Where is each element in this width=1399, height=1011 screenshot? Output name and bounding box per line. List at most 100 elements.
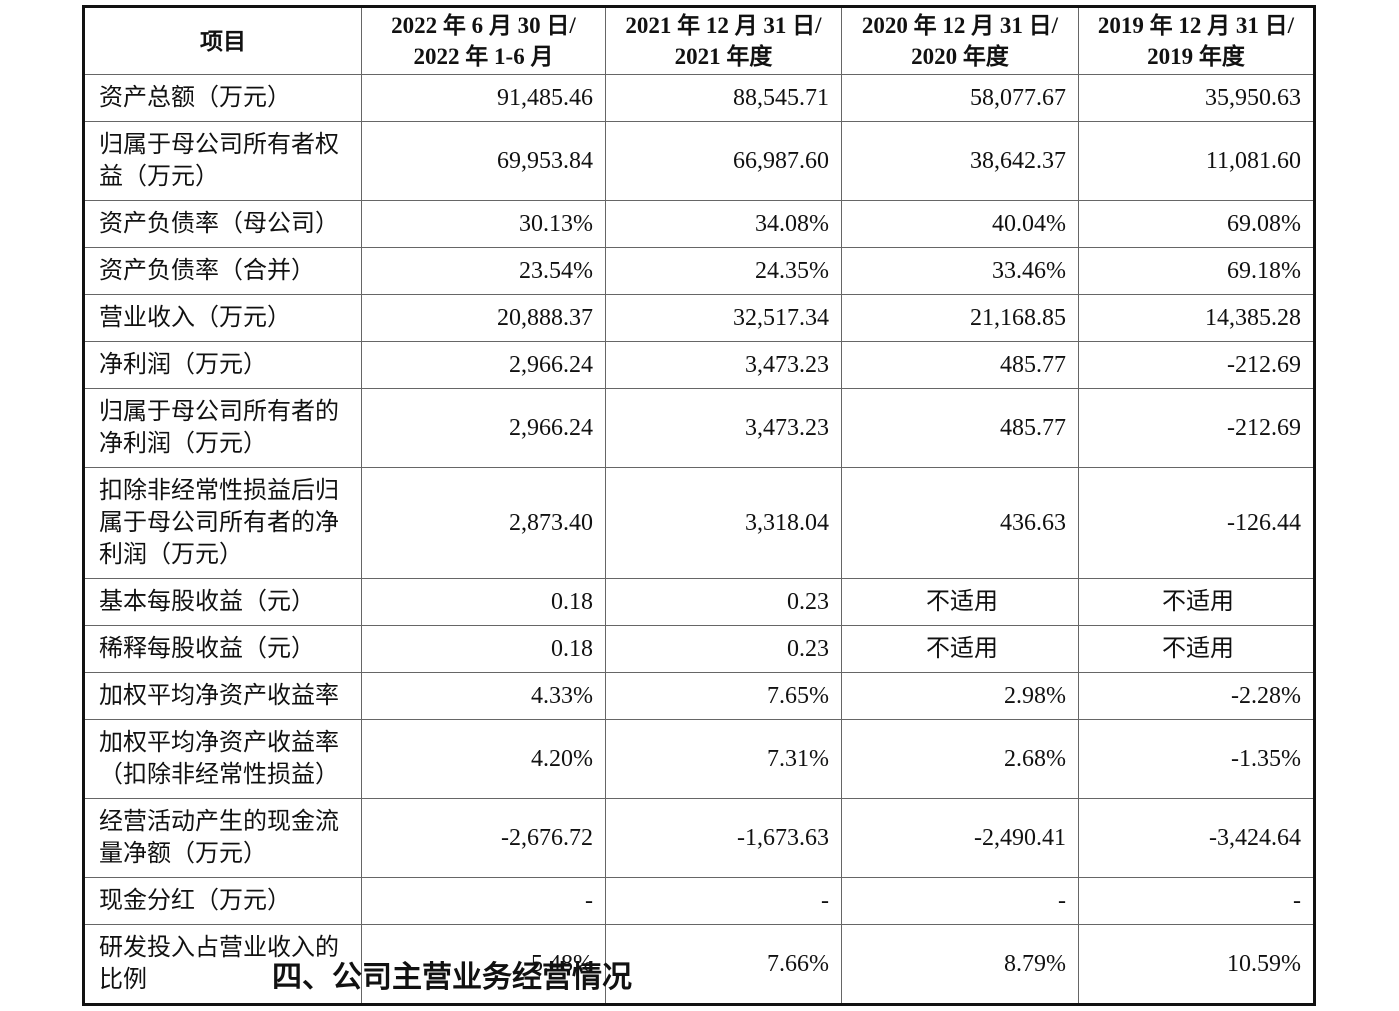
row-label: 资产负债率（合并） xyxy=(83,247,362,295)
row-label: 归属于母公司所有者的净利润（万元） xyxy=(83,388,362,468)
cell: - xyxy=(605,877,842,925)
header-row: 项目 2022 年 6 月 30 日/2022 年 1-6 月 2021 年 12 … xyxy=(83,6,1315,75)
cell: - xyxy=(361,877,606,925)
header-line: 2019 年 12 月 31 日/ xyxy=(1097,13,1295,38)
cell: 24.35% xyxy=(605,247,842,295)
header-cell: 2020 年 12 月 31 日/2020 年度 xyxy=(841,6,1079,75)
cell: -1.35% xyxy=(1078,719,1315,799)
cell: 不适用 xyxy=(1078,625,1315,673)
table-body: 资产总额（万元） 91,485.46 88,545.71 58,077.67 35,95… xyxy=(83,74,1315,1005)
cell: 20,888.37 xyxy=(361,294,606,342)
header-line: 2022 年 6 月 30 日/ xyxy=(391,13,576,38)
cell: 2,966.24 xyxy=(361,341,606,389)
header-line: 2019 年度 xyxy=(1147,44,1245,69)
header-cell: 项目 xyxy=(83,6,362,75)
cell: 2.98% xyxy=(841,672,1079,720)
table-row: 资产负债率（母公司） 30.13% 34.08% 40.04% 69.08% xyxy=(83,200,1315,248)
cell: 485.77 xyxy=(841,341,1079,389)
cell: 2,966.24 xyxy=(361,388,606,468)
cell: 8.79% xyxy=(841,924,1079,1005)
cell: 10.59% xyxy=(1078,924,1315,1005)
header-cell: 2021 年 12 月 31 日/2021 年度 xyxy=(605,6,842,75)
row-label: 加权平均净资产收益率（扣除非经常性损益） xyxy=(83,719,362,799)
cell: 91,485.46 xyxy=(361,74,606,122)
row-label: 现金分红（万元） xyxy=(83,877,362,925)
cell: 69.08% xyxy=(1078,200,1315,248)
header-line: 2021 年 12 月 31 日/ xyxy=(625,13,822,38)
row-label: 加权平均净资产收益率 xyxy=(83,672,362,720)
cell: 3,473.23 xyxy=(605,388,842,468)
table-row: 归属于母公司所有者权益（万元） 69,953.84 66,987.60 38,642.… xyxy=(83,121,1315,201)
cell: 11,081.60 xyxy=(1078,121,1315,201)
section-title: 四、公司主营业务经营情况 xyxy=(272,960,632,995)
cell: 7.31% xyxy=(605,719,842,799)
row-label: 基本每股收益（元） xyxy=(83,578,362,626)
table-row: 加权平均净资产收益率 4.33% 7.65% 2.98% -2.28% xyxy=(83,672,1315,720)
cell: 14,385.28 xyxy=(1078,294,1315,342)
table-row: 加权平均净资产收益率（扣除非经常性损益） 4.20% 7.31% 2.68% -1.35… xyxy=(83,719,1315,799)
row-label: 经营活动产生的现金流量净额（万元） xyxy=(83,798,362,878)
cell: 7.65% xyxy=(605,672,842,720)
table-row: 经营活动产生的现金流量净额（万元） -2,676.72 -1,673.63 -2,49… xyxy=(83,798,1315,878)
header-line: 2022 年 1-6 月 xyxy=(413,44,554,69)
header-line: 2021 年度 xyxy=(674,44,773,69)
cell: - xyxy=(1078,877,1315,925)
cell: 34.08% xyxy=(605,200,842,248)
cell: 0.18 xyxy=(361,625,606,673)
cell: 33.46% xyxy=(841,247,1079,295)
row-label: 资产总额（万元） xyxy=(83,74,362,122)
table-row: 稀释每股收益（元） 0.18 0.23 不适用 不适用 xyxy=(83,625,1315,673)
row-label: 稀释每股收益（元） xyxy=(83,625,362,673)
cell: 40.04% xyxy=(841,200,1079,248)
cell: -212.69 xyxy=(1078,341,1315,389)
cell: 66,987.60 xyxy=(605,121,842,201)
cell: 3,318.04 xyxy=(605,467,842,579)
cell: 5.48% xyxy=(361,924,606,1005)
cell: -212.69 xyxy=(1078,388,1315,468)
row-label: 资产负债率（母公司） xyxy=(83,200,362,248)
cell: 69,953.84 xyxy=(361,121,606,201)
cell: 88,545.71 xyxy=(605,74,842,122)
cell: 3,473.23 xyxy=(605,341,842,389)
cell: -2.28% xyxy=(1078,672,1315,720)
cell: 38,642.37 xyxy=(841,121,1079,201)
cell: 4.20% xyxy=(361,719,606,799)
table-row: 归属于母公司所有者的净利润（万元） 2,966.24 3,473.23 485.77-… xyxy=(83,388,1315,468)
cell: 23.54% xyxy=(361,247,606,295)
table-row: 基本每股收益（元） 0.18 0.23 不适用 不适用 xyxy=(83,578,1315,626)
header-line: 2020 年度 xyxy=(911,44,1009,69)
row-label: 扣除非经常性损益后归属于母公司所有者的净利润（万元） xyxy=(83,467,362,579)
row-label: 研发投入占营业收入的比例 xyxy=(83,924,362,1005)
cell: 69.18% xyxy=(1078,247,1315,295)
cell: 2.68% xyxy=(841,719,1079,799)
cell: 32,517.34 xyxy=(605,294,842,342)
financial-table: 项目 2022 年 6 月 30 日/2022 年 1-6 月 2021 年 12 … xyxy=(82,5,1316,1006)
row-label: 营业收入（万元） xyxy=(83,294,362,342)
table-row: 净利润（万元） 2,966.24 3,473.23 485.77 -212.69 xyxy=(83,341,1315,389)
row-label: 归属于母公司所有者权益（万元） xyxy=(83,121,362,201)
cell: 485.77 xyxy=(841,388,1079,468)
cell: 35,950.63 xyxy=(1078,74,1315,122)
table-row: 研发投入占营业收入的比例 5.48% 7.66% 8.79% 10.59% xyxy=(83,924,1315,1005)
cell: 58,077.67 xyxy=(841,74,1079,122)
cell: 不适用 xyxy=(1078,578,1315,626)
table-row: 扣除非经常性损益后归属于母公司所有者的净利润（万元） 2,873.40 3,318.… xyxy=(83,467,1315,579)
cell: 21,168.85 xyxy=(841,294,1079,342)
row-label: 净利润（万元） xyxy=(83,341,362,389)
cell: -2,676.72 xyxy=(361,798,606,878)
table-row: 现金分红（万元） - - - - xyxy=(83,877,1315,925)
table-row: 资产总额（万元） 91,485.46 88,545.71 58,077.67 35,95… xyxy=(83,74,1315,122)
cell: -126.44 xyxy=(1078,467,1315,579)
cell: - xyxy=(841,877,1079,925)
header-line: 2020 年 12 月 31 日/ xyxy=(861,13,1059,38)
cell: -3,424.64 xyxy=(1078,798,1315,878)
cell: -2,490.41 xyxy=(841,798,1079,878)
cell: 2,873.40 xyxy=(361,467,606,579)
header-cell: 2022 年 6 月 30 日/2022 年 1-6 月 xyxy=(361,6,606,75)
cell: 436.63 xyxy=(841,467,1079,579)
cell: 0.18 xyxy=(361,578,606,626)
table-row: 资产负债率（合并） 23.54% 24.35% 33.46% 69.18% xyxy=(83,247,1315,295)
cell: -1,673.63 xyxy=(605,798,842,878)
cell: 不适用 xyxy=(841,625,1079,673)
